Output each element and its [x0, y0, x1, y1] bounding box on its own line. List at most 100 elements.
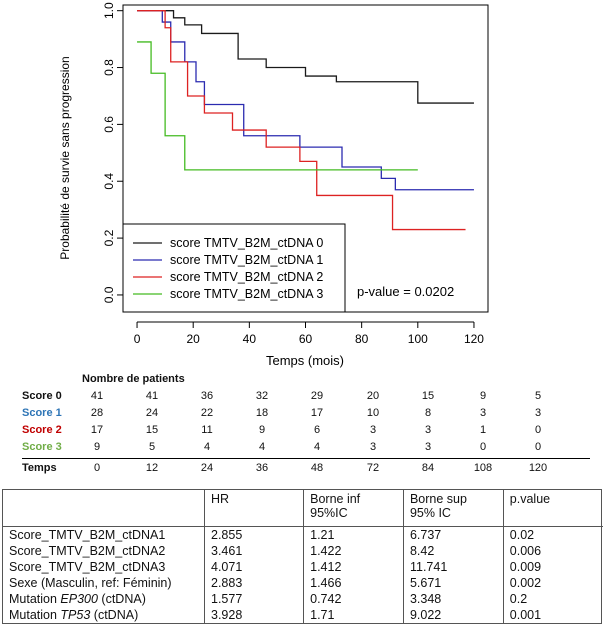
stats-cell-hr: 3.461	[204, 543, 305, 559]
y-tick-label: 0.8	[102, 59, 116, 76]
risk-cell: 11	[201, 424, 213, 436]
x-tick-label: 0	[134, 332, 141, 346]
y-axis-label: Probabilité de survie sans progression	[58, 56, 72, 259]
risk-cell: 36	[255, 462, 269, 474]
risk-row-label: Score 3	[22, 441, 62, 453]
risk-cell: 9	[479, 390, 487, 402]
risk-cell: 9	[258, 424, 266, 436]
y-tick-label: 0.0	[102, 286, 116, 303]
stats-variable-cell: Sexe (Masculin, ref: Féminin)	[3, 575, 205, 591]
legend-box	[122, 223, 346, 313]
risk-cell: 0	[479, 441, 487, 453]
stats-cell-sup: 9.022	[403, 607, 504, 623]
stats-cell-sup: 6.737	[403, 526, 504, 543]
risk-cell: 17	[90, 424, 104, 436]
risk-cell: 0	[534, 424, 542, 436]
survival-curve-score-3	[137, 41, 418, 171]
risk-cell: 12	[145, 462, 159, 474]
stats-header-row: HR Borne inf 95%IC Borne sup 95% IC p.value	[3, 490, 603, 527]
stats-variable-cell: Mutation EP300 (ctDNA)	[3, 591, 205, 607]
risk-divider	[22, 458, 590, 459]
stats-cell-p: 0.006	[509, 544, 542, 558]
stats-header-cell	[3, 490, 205, 527]
risk-cell: 8	[424, 407, 432, 419]
risk-cell: 48	[310, 462, 324, 474]
risk-row-label: Temps	[22, 462, 57, 474]
legend-label: score TMTV_B2M_ctDNA 0	[170, 236, 323, 250]
survival-curve-score-2	[137, 10, 466, 231]
risk-cell: 17	[310, 407, 324, 419]
risk-row-label: Score 2	[22, 424, 62, 436]
risk-cell: 22	[200, 407, 214, 419]
risk-cell: 3	[369, 441, 377, 453]
y-tick-label: 0.6	[102, 116, 116, 133]
p-value-annotation: p-value = 0.0202	[357, 284, 454, 299]
risk-row-1: Score 1 28 24 22 18 17 10 8 3 3	[22, 405, 590, 422]
y-tick-label: 0.4	[102, 173, 116, 190]
y-tick-label: 1.0	[102, 2, 116, 19]
risk-cell: 5	[148, 441, 156, 453]
risk-cell: 9	[93, 441, 101, 453]
stats-row: Score_TMTV_B2M_ctDNA3 4.071 1.412 11.741 0.0…	[3, 559, 603, 575]
risk-cell: 24	[200, 462, 214, 474]
legend: score TMTV_B2M_ctDNA 0 score TMTV_B2M_ctD…	[122, 223, 346, 313]
risk-cell: 0	[534, 441, 542, 453]
stats-cell-hr: 2.855	[204, 526, 305, 543]
risk-cell: 3	[424, 424, 432, 436]
risk-row-0: Score 0 41 41 36 32 29 20 15 9 5	[22, 388, 590, 405]
survival-curves	[137, 10, 474, 231]
risk-cell: 10	[366, 407, 380, 419]
risk-row-label: Score 0	[22, 390, 62, 402]
stats-cell-inf: 1.412	[303, 559, 404, 575]
risk-cell: 41	[90, 390, 104, 402]
stats-cell-hr: 1.577	[204, 591, 305, 607]
stats-cell-p: 0.002	[509, 576, 542, 590]
stats-cell-p: 0.009	[509, 560, 542, 574]
stats-cell-p: 0.02	[509, 528, 535, 542]
risk-cell: 3	[534, 407, 542, 419]
x-tick-label: 100	[408, 332, 428, 346]
risk-cell: 4	[203, 441, 211, 453]
stats-cell-inf: 1.21	[303, 526, 404, 543]
risk-cell: 3	[424, 441, 432, 453]
risk-cell: 18	[255, 407, 269, 419]
km-survival-chart: 0.0 0.2 0.4 0.6 0.8 1.0 0 20 40 60 80 100 120 score…	[58, 2, 489, 368]
risk-cell: 120	[528, 462, 548, 474]
y-tick-label: 0.2	[102, 229, 116, 246]
risk-cell: 28	[90, 407, 104, 419]
x-tick-label: 80	[355, 332, 369, 346]
risk-cell: 3	[479, 407, 487, 419]
hazard-ratio-table: HR Borne inf 95%IC Borne sup 95% IC p.value S…	[2, 489, 603, 624]
risk-cell: 84	[421, 462, 435, 474]
stats-row: Mutation EP300 (ctDNA) 1.577 0.742 3.348 0.2	[3, 591, 603, 607]
stats-cell-inf: 1.71	[303, 607, 404, 623]
stats-cell-hr: 2.883	[204, 575, 305, 591]
stats-cell-sup: 5.671	[403, 575, 504, 591]
stats-cell-sup: 3.348	[403, 591, 504, 607]
x-tick-label: 40	[243, 332, 257, 346]
legend-label: score TMTV_B2M_ctDNA 1	[170, 253, 323, 267]
stats-row: Sexe (Masculin, ref: Féminin) 2.883 1.466 5…	[3, 575, 603, 591]
risk-cell: 32	[255, 390, 269, 402]
stats-row: Mutation TP53 (ctDNA) 3.928 1.71 9.022 0.001	[3, 607, 603, 623]
risk-cell: 36	[200, 390, 214, 402]
risk-cell: 72	[366, 462, 380, 474]
legend-label: score TMTV_B2M_ctDNA 3	[170, 287, 323, 301]
risk-cell: 4	[313, 441, 321, 453]
risk-row-2: Score 2 17 15 11 9 6 3 3 1 0	[22, 422, 590, 439]
stats-variable-cell: Score_TMTV_B2M_ctDNA3	[3, 559, 205, 575]
risk-cell: 15	[145, 424, 159, 436]
stats-cell-p: 0.001	[509, 608, 542, 622]
risk-row-label: Score 1	[22, 407, 62, 419]
stats-row: Score_TMTV_B2M_ctDNA1 2.855 1.21 6.737 0.02	[3, 526, 603, 543]
x-axis: 0 20 40 60 80 100 120	[134, 321, 484, 346]
x-tick-label: 60	[299, 332, 313, 346]
x-tick-label: 120	[464, 332, 484, 346]
survival-curve-score-0	[137, 10, 474, 104]
risk-row-3: Score 3 9 5 4 4 4 3 3 0 0	[22, 439, 590, 456]
stats-variable-cell: Mutation TP53 (ctDNA)	[3, 607, 205, 623]
y-axis: 0.0 0.2 0.4 0.6 0.8 1.0	[102, 2, 124, 303]
stats-cell-hr: 3.928	[204, 607, 305, 623]
x-tick-label: 20	[187, 332, 201, 346]
stats-cell-hr: 4.071	[204, 559, 305, 575]
